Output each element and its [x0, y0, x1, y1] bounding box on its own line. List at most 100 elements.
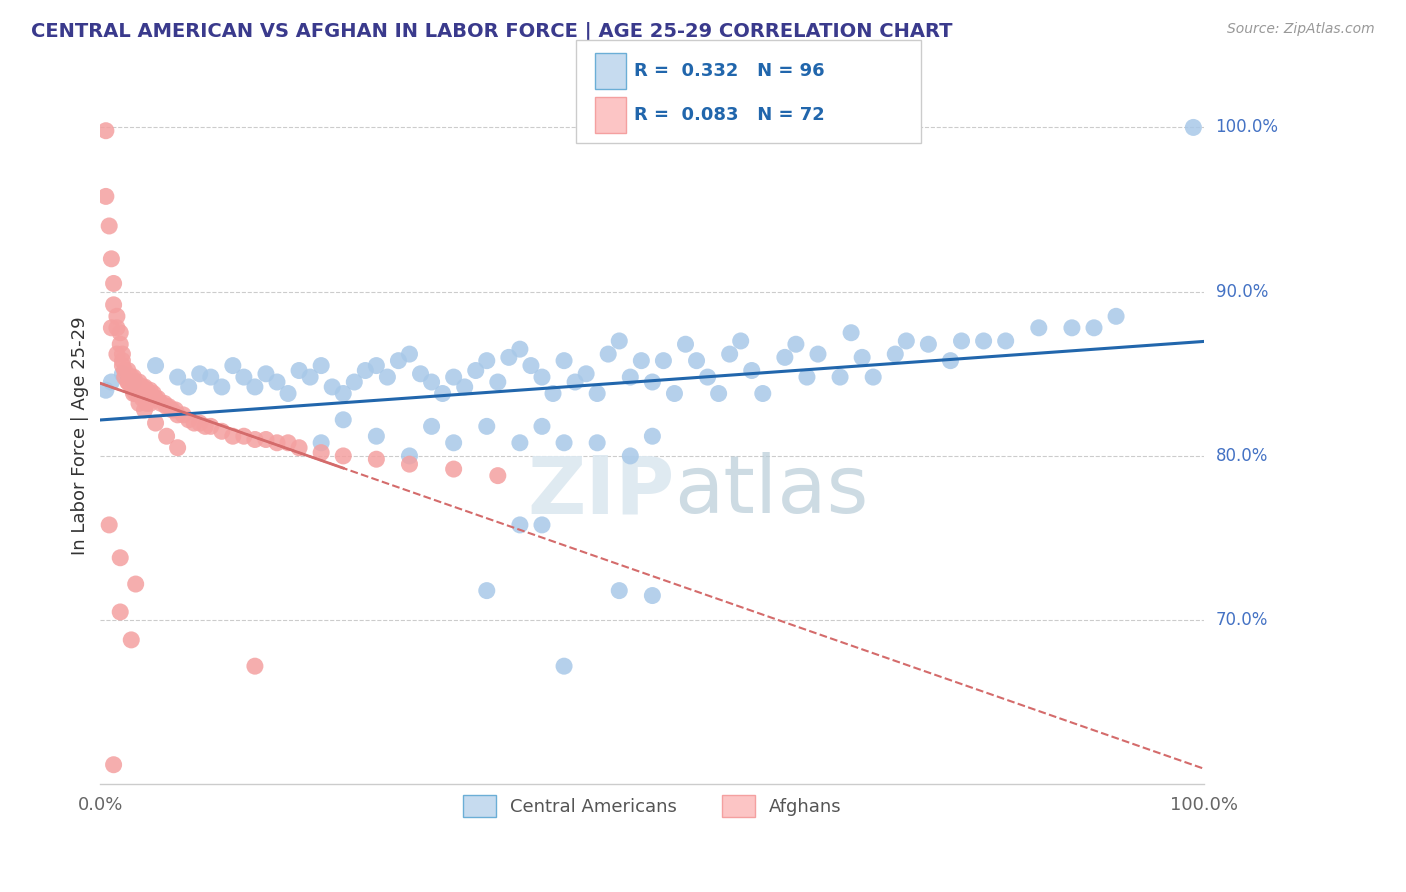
Text: 100.0%: 100.0% [1216, 119, 1278, 136]
Point [420, 419, 443, 434]
Point [131, 380, 153, 394]
Point [288, 363, 311, 377]
Point [103, 757, 125, 772]
Point [114, 370, 136, 384]
Point [807, 347, 830, 361]
Point [641, 375, 664, 389]
Point [211, 425, 233, 439]
Point [332, 449, 354, 463]
Text: R =  0.332   N = 96: R = 0.332 N = 96 [634, 62, 825, 79]
Text: 80.0%: 80.0% [1216, 447, 1268, 465]
Point [619, 449, 641, 463]
Point [354, 363, 377, 377]
Point [398, 449, 420, 463]
Point [851, 351, 873, 365]
Point [142, 386, 165, 401]
Point [752, 386, 775, 401]
Point [105, 320, 128, 334]
Point [122, 375, 145, 389]
Point [194, 419, 217, 434]
Point [443, 435, 465, 450]
Point [607, 583, 630, 598]
Point [1182, 120, 1205, 135]
Point [443, 370, 465, 384]
Point [128, 396, 150, 410]
Text: atlas: atlas [675, 452, 869, 530]
Text: 70.0%: 70.0% [1216, 611, 1268, 629]
Point [309, 435, 332, 450]
Point [277, 435, 299, 450]
Point [134, 380, 156, 394]
Point [773, 351, 796, 365]
Point [553, 353, 575, 368]
Point [741, 363, 763, 377]
Point [117, 363, 139, 377]
Point [94, 189, 117, 203]
Point [117, 375, 139, 389]
Point [117, 375, 139, 389]
Point [675, 337, 697, 351]
Point [321, 380, 343, 394]
Point [111, 367, 134, 381]
Point [166, 370, 188, 384]
Point [111, 359, 134, 373]
Point [222, 429, 245, 443]
Point [266, 375, 288, 389]
Point [103, 298, 125, 312]
Point [530, 419, 553, 434]
Point [122, 370, 145, 384]
Point [166, 408, 188, 422]
Point [165, 403, 187, 417]
Point [125, 375, 148, 389]
Point [100, 320, 122, 334]
Point [145, 392, 167, 406]
Point [398, 457, 420, 471]
Point [98, 219, 121, 233]
Point [103, 277, 125, 291]
Point [486, 468, 509, 483]
Point [973, 334, 995, 348]
Point [125, 386, 148, 401]
Point [520, 359, 543, 373]
Point [122, 383, 145, 397]
Point [343, 375, 366, 389]
Point [366, 429, 388, 443]
Point [509, 435, 531, 450]
Point [641, 589, 664, 603]
Text: ZIP: ZIP [527, 452, 675, 530]
Point [111, 347, 134, 361]
Point [128, 386, 150, 401]
Text: CENTRAL AMERICAN VS AFGHAN IN LABOR FORCE | AGE 25-29 CORRELATION CHART: CENTRAL AMERICAN VS AFGHAN IN LABOR FORC… [31, 22, 952, 42]
Point [254, 433, 277, 447]
Point [139, 396, 162, 410]
Point [153, 396, 176, 410]
Point [420, 375, 443, 389]
Point [498, 351, 520, 365]
Point [188, 367, 211, 381]
Point [110, 337, 132, 351]
Point [884, 347, 907, 361]
Y-axis label: In Labor Force | Age 25-29: In Labor Force | Age 25-29 [72, 316, 89, 555]
Point [183, 416, 205, 430]
Point [150, 396, 173, 410]
Point [288, 441, 311, 455]
Point [160, 403, 183, 417]
Point [200, 370, 222, 384]
Point [553, 659, 575, 673]
Point [177, 413, 200, 427]
Point [146, 392, 169, 406]
Point [120, 370, 142, 384]
Point [718, 347, 741, 361]
Point [110, 326, 132, 340]
Point [134, 403, 156, 417]
Point [120, 632, 142, 647]
Point [145, 359, 167, 373]
Point [443, 462, 465, 476]
Point [177, 380, 200, 394]
Point [155, 400, 177, 414]
Point [125, 577, 148, 591]
Point [696, 370, 718, 384]
Point [796, 370, 818, 384]
Point [509, 517, 531, 532]
Point [475, 583, 498, 598]
